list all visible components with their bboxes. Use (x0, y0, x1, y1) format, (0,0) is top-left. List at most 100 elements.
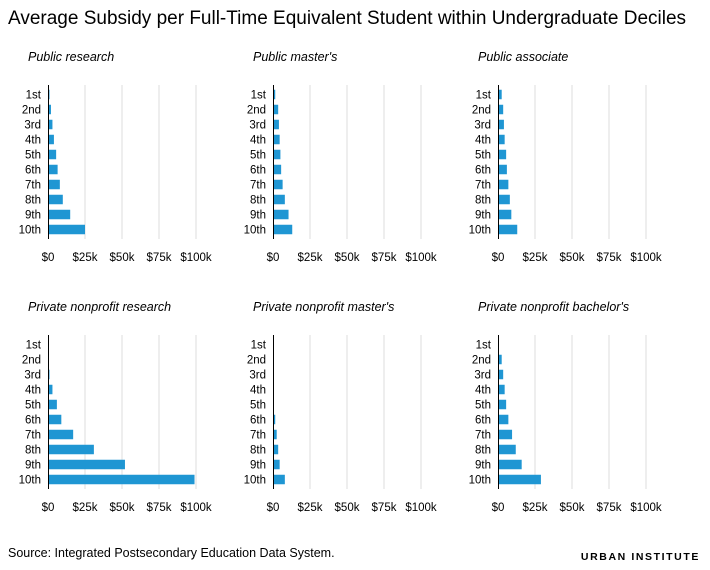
x-tick-label: $25k (298, 502, 323, 514)
x-tick-label: $75k (372, 502, 397, 514)
bar (498, 459, 522, 470)
bar (48, 104, 51, 115)
y-tick-label: 9th (475, 210, 491, 222)
y-tick-label: 2nd (472, 355, 491, 367)
x-tick-label: $50k (110, 502, 135, 514)
y-tick-label: 3rd (474, 120, 491, 132)
x-tick-label: $100k (180, 502, 212, 514)
x-tick-label: $0 (42, 252, 55, 264)
x-tick-label: $0 (267, 252, 280, 264)
x-tick-label: $50k (335, 502, 360, 514)
bar (48, 459, 125, 470)
panel-3: Public associate $0 $25k $50k $75k $100k 1st 2n… (469, 50, 662, 264)
bar (48, 399, 57, 410)
bar (273, 429, 277, 440)
y-tick-label: 2nd (22, 355, 41, 367)
y-tick-label: 6th (475, 415, 491, 427)
bar (273, 209, 289, 220)
bar (48, 429, 74, 440)
y-tick-label: 7th (250, 430, 266, 442)
bar (498, 369, 504, 380)
x-tick-label: $50k (335, 252, 360, 264)
y-tick-label: 10th (244, 475, 266, 487)
y-tick-label: 3rd (249, 120, 266, 132)
x-tick-label: $25k (298, 252, 323, 264)
bar (273, 474, 285, 485)
y-tick-label: 1st (476, 340, 492, 352)
bar (48, 119, 53, 130)
bar (48, 194, 63, 205)
x-tick-label: $0 (267, 502, 280, 514)
y-tick-label: 3rd (24, 370, 41, 382)
y-tick-label: 6th (25, 165, 41, 177)
bar (498, 354, 502, 365)
y-tick-label: 4th (25, 135, 41, 147)
x-tick-label: $100k (405, 502, 437, 514)
y-tick-label: 8th (250, 195, 266, 207)
y-tick-label: 8th (475, 195, 491, 207)
y-tick-label: 4th (250, 135, 266, 147)
x-tick-label: $0 (492, 502, 505, 514)
y-tick-label: 1st (476, 90, 492, 102)
bar (498, 474, 541, 485)
bar (273, 414, 276, 425)
x-tick-label: $50k (560, 502, 585, 514)
bar (498, 179, 509, 190)
source-note: Source: Integrated Postsecondary Educati… (8, 546, 335, 560)
x-tick-label: $100k (405, 252, 437, 264)
bar (498, 224, 518, 235)
y-tick-label: 4th (475, 385, 491, 397)
panel-title: Public associate (478, 50, 568, 64)
bar (498, 149, 507, 160)
bar (498, 104, 504, 115)
bar (48, 209, 71, 220)
panel-5: Private nonprofit master's $0 $25k $50k $75k… (244, 300, 437, 514)
panel-2: Public master's $0 $25k $50k $75k $100k 1st 2nd… (244, 50, 437, 264)
y-tick-label: 8th (25, 445, 41, 457)
bar (498, 414, 509, 425)
bar (498, 384, 505, 395)
x-tick-label: $75k (597, 252, 622, 264)
bar (498, 89, 502, 100)
y-tick-label: 9th (25, 460, 41, 472)
y-tick-label: 7th (475, 430, 491, 442)
x-tick-label: $25k (73, 502, 98, 514)
y-tick-label: 7th (25, 430, 41, 442)
bar (498, 444, 516, 455)
bar (273, 134, 280, 145)
panel-title: Public master's (253, 50, 337, 64)
x-tick-label: $100k (630, 502, 662, 514)
y-tick-label: 10th (19, 475, 41, 487)
y-tick-label: 5th (25, 400, 41, 412)
y-tick-label: 10th (19, 225, 41, 237)
y-tick-label: 10th (469, 475, 491, 487)
brand-logo-text: URBAN INSTITUTE (580, 551, 700, 563)
bar (48, 414, 62, 425)
y-tick-label: 5th (250, 400, 266, 412)
y-tick-label: 6th (25, 415, 41, 427)
bar (273, 179, 283, 190)
y-tick-label: 5th (25, 150, 41, 162)
bar (273, 194, 285, 205)
bar (273, 119, 279, 130)
panel-title: Public research (28, 50, 114, 64)
y-tick-label: 3rd (24, 120, 41, 132)
x-tick-label: $75k (147, 252, 172, 264)
bar (273, 459, 280, 470)
y-tick-label: 2nd (472, 105, 491, 117)
y-tick-label: 6th (250, 165, 266, 177)
x-tick-label: $25k (73, 252, 98, 264)
x-tick-label: $50k (560, 252, 585, 264)
bar (498, 134, 505, 145)
y-tick-label: 10th (469, 225, 491, 237)
x-tick-label: $50k (110, 252, 135, 264)
x-tick-label: $25k (523, 502, 548, 514)
y-tick-label: 7th (475, 180, 491, 192)
bar (48, 224, 85, 235)
x-tick-label: $0 (42, 502, 55, 514)
x-tick-label: $75k (147, 502, 172, 514)
y-tick-label: 3rd (249, 370, 266, 382)
y-tick-label: 7th (25, 180, 41, 192)
bar (48, 384, 53, 395)
